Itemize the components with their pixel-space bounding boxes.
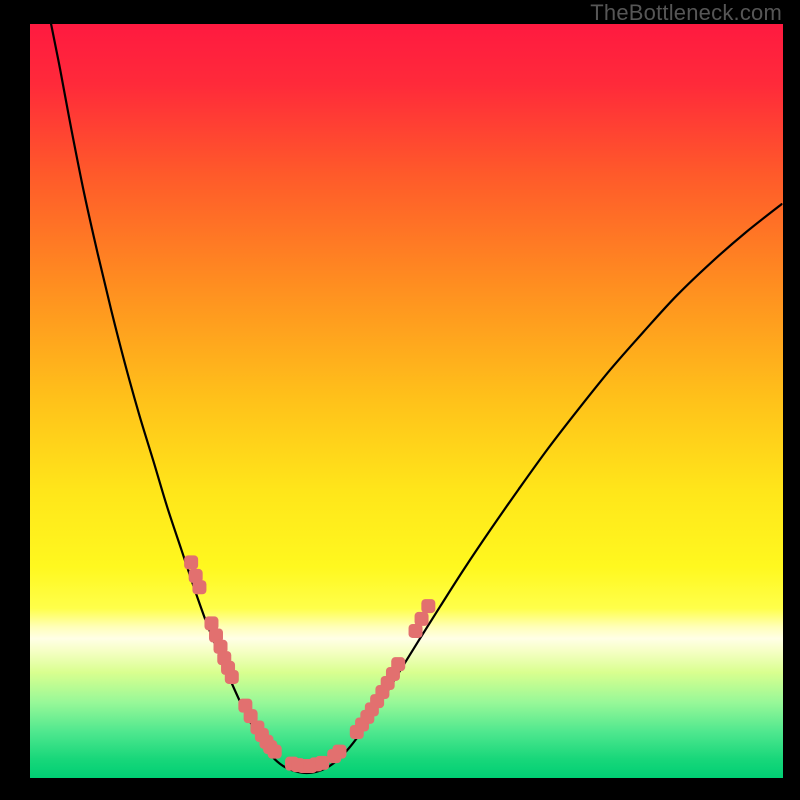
curve-marker: [184, 555, 198, 569]
curve-marker: [391, 657, 405, 671]
curve-marker: [192, 580, 206, 594]
curve-marker: [409, 624, 423, 638]
curve-marker: [268, 745, 282, 759]
curve-marker: [421, 599, 435, 613]
gradient-background: [30, 24, 783, 778]
curve-marker: [332, 745, 346, 759]
plot-area: [30, 24, 783, 778]
watermark-text: TheBottleneck.com: [590, 0, 782, 26]
chart-svg: [30, 24, 783, 778]
watermark-label: TheBottleneck.com: [590, 0, 782, 25]
curve-marker: [225, 670, 239, 684]
curve-marker: [315, 756, 329, 770]
curve-marker: [204, 616, 218, 630]
curve-marker: [415, 612, 429, 626]
